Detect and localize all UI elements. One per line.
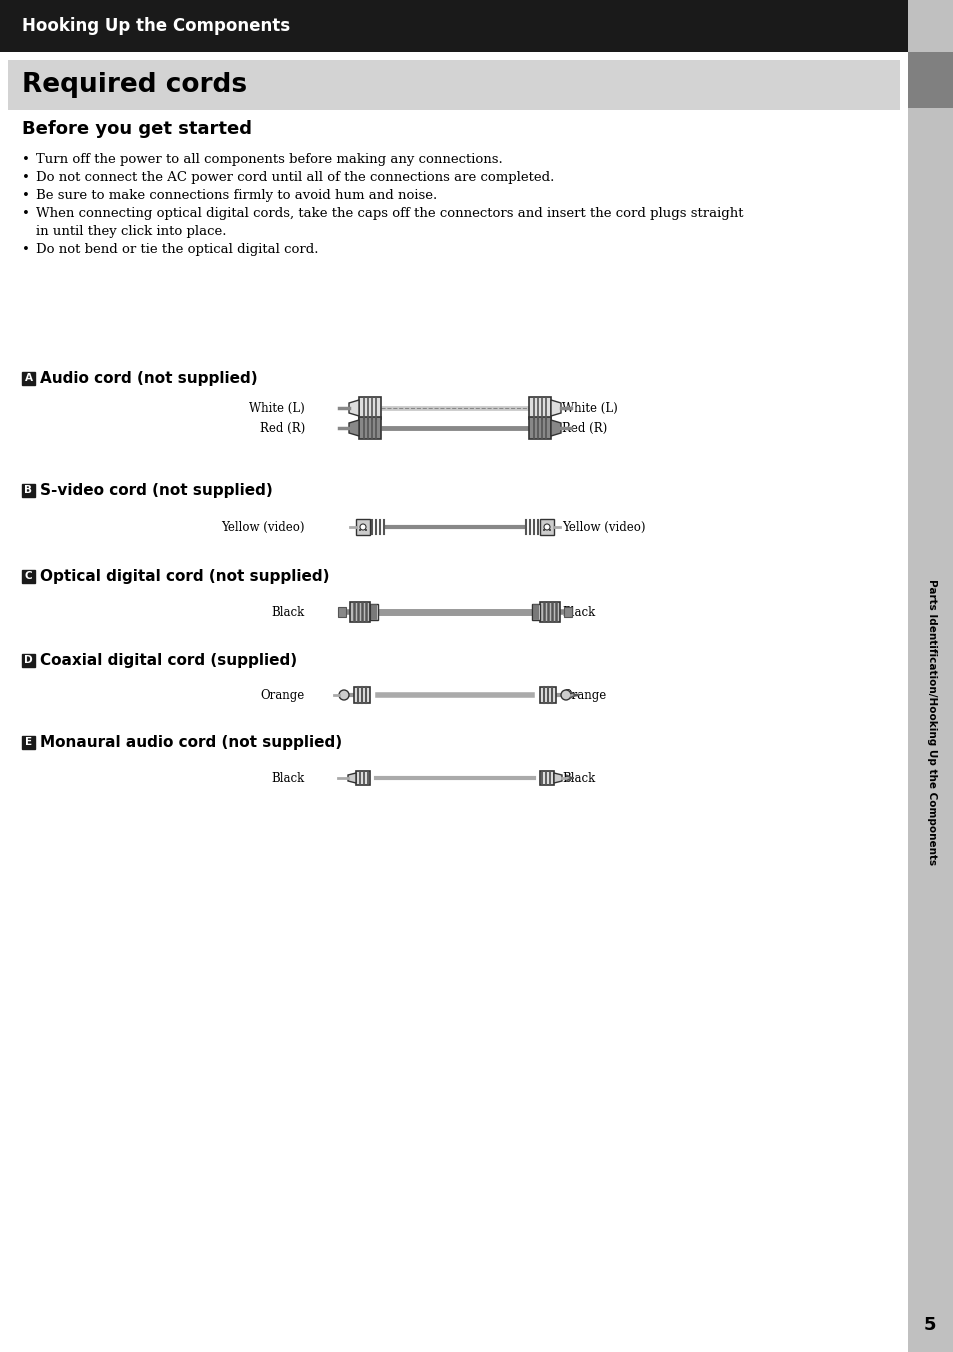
Circle shape xyxy=(542,529,544,531)
Polygon shape xyxy=(348,773,355,783)
Circle shape xyxy=(365,529,367,531)
Text: in until they click into place.: in until they click into place. xyxy=(36,224,226,238)
Bar xyxy=(0,0,907,51)
Bar xyxy=(907,0,953,1352)
Bar xyxy=(907,51,953,108)
Text: Audio cord (not supplied): Audio cord (not supplied) xyxy=(40,370,257,385)
Text: A: A xyxy=(25,373,32,383)
Text: White (L): White (L) xyxy=(249,402,305,415)
Polygon shape xyxy=(349,400,358,416)
Text: Before you get started: Before you get started xyxy=(22,120,252,138)
Text: Do not connect the AC power cord until all of the connections are completed.: Do not connect the AC power cord until a… xyxy=(36,170,554,184)
Bar xyxy=(22,372,35,384)
Text: •: • xyxy=(22,189,30,201)
Circle shape xyxy=(359,525,366,530)
Text: Optical digital cord (not supplied): Optical digital cord (not supplied) xyxy=(40,568,329,584)
Bar xyxy=(350,602,370,622)
Bar xyxy=(532,604,539,621)
Bar xyxy=(22,653,35,667)
Text: 5: 5 xyxy=(923,1315,935,1334)
Text: Yellow (video): Yellow (video) xyxy=(221,521,305,534)
Text: Monaural audio cord (not supplied): Monaural audio cord (not supplied) xyxy=(40,734,342,749)
Circle shape xyxy=(543,525,550,530)
Text: •: • xyxy=(22,170,30,184)
Circle shape xyxy=(560,690,571,700)
Bar xyxy=(8,59,899,110)
Bar xyxy=(358,416,380,439)
Text: Hooking Up the Components: Hooking Up the Components xyxy=(22,18,290,35)
Bar xyxy=(355,771,370,786)
Text: Red (R): Red (R) xyxy=(259,422,305,434)
Bar xyxy=(22,735,35,749)
Text: •: • xyxy=(22,207,30,220)
Text: •: • xyxy=(22,243,30,256)
Bar xyxy=(370,604,377,621)
Circle shape xyxy=(358,529,360,531)
Bar xyxy=(539,771,554,786)
Text: Coaxial digital cord (supplied): Coaxial digital cord (supplied) xyxy=(40,653,296,668)
Bar xyxy=(355,519,370,535)
Bar xyxy=(539,519,554,535)
Circle shape xyxy=(338,690,349,700)
Text: S-video cord (not supplied): S-video cord (not supplied) xyxy=(40,483,273,498)
Bar xyxy=(337,607,346,617)
Bar xyxy=(529,416,551,439)
Text: Orange: Orange xyxy=(260,688,305,702)
Text: Required cords: Required cords xyxy=(22,72,247,97)
Text: Parts Identification/Hooking Up the Components: Parts Identification/Hooking Up the Comp… xyxy=(926,579,936,865)
Bar xyxy=(358,397,380,419)
Polygon shape xyxy=(554,773,561,783)
Text: Red (R): Red (R) xyxy=(561,422,607,434)
Text: Be sure to make connections firmly to avoid hum and noise.: Be sure to make connections firmly to av… xyxy=(36,189,436,201)
Text: Black: Black xyxy=(272,772,305,784)
Polygon shape xyxy=(551,420,560,435)
Text: B: B xyxy=(25,485,32,495)
Text: White (L): White (L) xyxy=(561,402,618,415)
Polygon shape xyxy=(349,420,358,435)
Text: Yellow (video): Yellow (video) xyxy=(561,521,645,534)
Circle shape xyxy=(548,529,551,531)
Text: Turn off the power to all components before making any connections.: Turn off the power to all components bef… xyxy=(36,153,502,166)
Text: Do not bend or tie the optical digital cord.: Do not bend or tie the optical digital c… xyxy=(36,243,318,256)
Bar xyxy=(539,687,556,703)
Text: E: E xyxy=(25,737,32,748)
Text: C: C xyxy=(25,571,32,581)
Bar xyxy=(529,397,551,419)
Polygon shape xyxy=(551,400,560,416)
Bar xyxy=(22,569,35,583)
Text: When connecting optical digital cords, take the caps off the connectors and inse: When connecting optical digital cords, t… xyxy=(36,207,742,220)
Text: Orange: Orange xyxy=(561,688,605,702)
Bar xyxy=(539,602,559,622)
Text: D: D xyxy=(24,654,32,665)
Bar xyxy=(563,607,572,617)
Bar xyxy=(22,484,35,496)
Text: Black: Black xyxy=(561,772,595,784)
Text: Black: Black xyxy=(272,606,305,618)
Bar xyxy=(354,687,370,703)
Text: Black: Black xyxy=(561,606,595,618)
Text: •: • xyxy=(22,153,30,166)
